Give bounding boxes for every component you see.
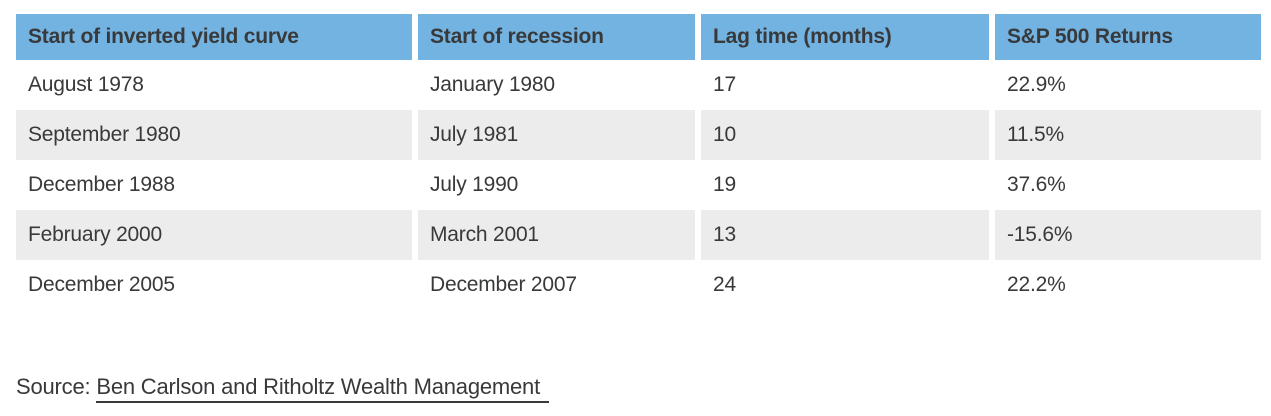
table-cell-inversion-date: February 2000 [16,210,412,260]
table-cell-sp500-return: 37.6% [995,160,1261,210]
col-header-lag-time: Lag time (months) [701,14,989,60]
col-header-sp500-returns: S&P 500 Returns [995,14,1261,60]
source-link[interactable]: Ben Carlson and Ritholtz Wealth Manageme… [96,374,550,403]
yield-curve-recession-table: Start of inverted yield curve Start of r… [16,14,1261,310]
table-cell-recession-date: January 1980 [418,60,695,110]
table-cell-inversion-date: September 1980 [16,110,412,160]
table-cell-inversion-date: August 1978 [16,60,412,110]
table-cell-lag-months: 10 [701,110,989,160]
table-cell-lag-months: 17 [701,60,989,110]
source-prefix-label: Source: [16,374,97,399]
table-cell-sp500-return: 22.2% [995,260,1261,310]
table-cell-lag-months: 24 [701,260,989,310]
table-cell-recession-date: July 1981 [418,110,695,160]
col-header-inverted-yield-curve: Start of inverted yield curve [16,14,412,60]
table-cell-sp500-return: -15.6% [995,210,1261,260]
table-cell-sp500-return: 22.9% [995,60,1261,110]
col-header-recession-start: Start of recession [418,14,695,60]
table-cell-recession-date: December 2007 [418,260,695,310]
source-line: Source: Ben Carlson and Ritholtz Wealth … [16,374,550,403]
table-cell-recession-date: March 2001 [418,210,695,260]
table-cell-inversion-date: December 2005 [16,260,412,310]
table-cell-inversion-date: December 1988 [16,160,412,210]
table-cell-recession-date: July 1990 [418,160,695,210]
table-cell-lag-months: 13 [701,210,989,260]
table-cell-sp500-return: 11.5% [995,110,1261,160]
table-cell-lag-months: 19 [701,160,989,210]
